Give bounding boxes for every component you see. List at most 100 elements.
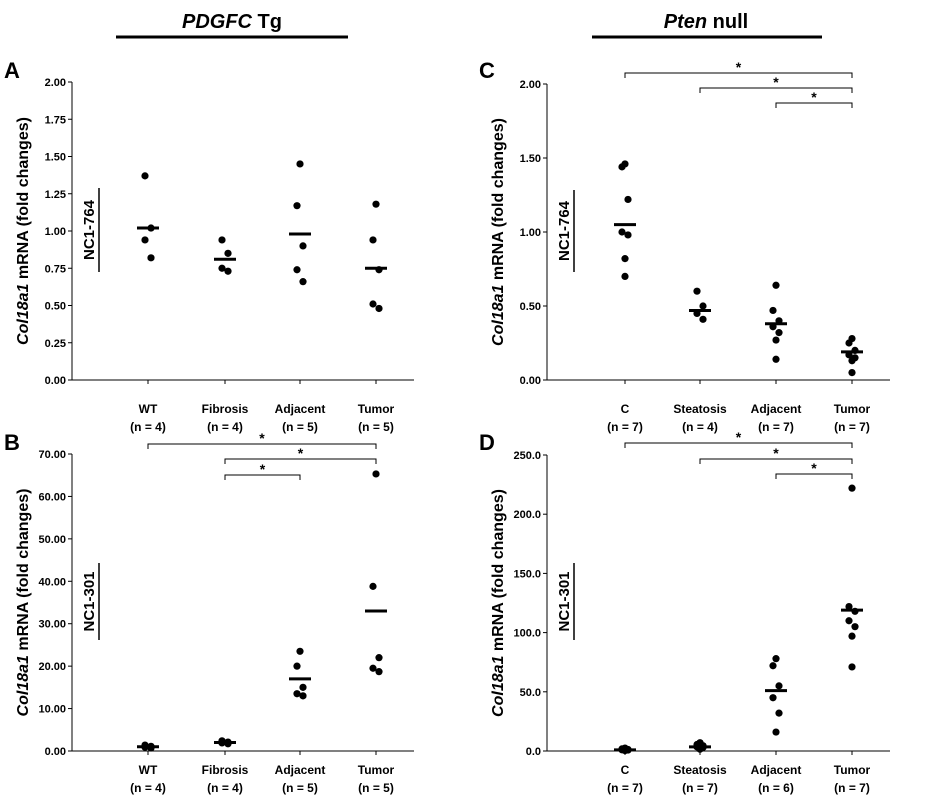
y-axis-label-rest: mRNA (fold changes) (15, 489, 32, 656)
data-point (372, 470, 380, 478)
data-point (141, 236, 149, 244)
header-left-italic: PDGFC (182, 11, 253, 33)
category-count: (n = 4) (207, 420, 243, 434)
y-tick-label: 0.00 (45, 375, 66, 387)
category-label: Adjacent (751, 402, 802, 416)
bracket-line (699, 458, 853, 464)
bracket-line (624, 442, 853, 448)
category-label: C (621, 402, 630, 416)
significance-star: * (259, 430, 265, 446)
category-count: (n = 7) (834, 781, 870, 795)
data-point (621, 255, 629, 263)
significance-bracket: * (624, 59, 853, 78)
category-count: (n = 4) (130, 781, 166, 795)
svg-text:PDGFC Tg: PDGFC Tg (182, 11, 282, 33)
data-point (772, 655, 780, 663)
y-tick-label: 60.00 (38, 491, 66, 503)
y-tick-label: 20.00 (38, 661, 66, 673)
data-point (299, 278, 307, 286)
svg-text:Pten null: Pten null (664, 11, 748, 33)
category-count: (n = 7) (607, 420, 643, 434)
data-point (621, 272, 629, 280)
y-tick-label: 1.25 (45, 189, 66, 201)
category-count: (n = 5) (282, 420, 318, 434)
y-tick-label: 30.00 (38, 619, 66, 631)
y-axis-label-gene: Col18a1 (490, 284, 507, 345)
data-point (848, 357, 856, 365)
category-label: Adjacent (751, 763, 802, 777)
y-axis-label: Col18a1 mRNA (fold changes) (15, 489, 32, 717)
y-axis-label: Col18a1 mRNA (fold changes) (15, 117, 32, 345)
y-tick-label: 2.00 (45, 77, 66, 89)
category-label: Fibrosis (202, 402, 249, 416)
data-point (369, 582, 377, 590)
category-count: (n = 7) (607, 781, 643, 795)
data-point (769, 662, 777, 670)
y-tick-label: 1.50 (45, 152, 66, 164)
data-point (845, 617, 853, 625)
data-point (624, 195, 632, 204)
category-label: WT (139, 763, 158, 777)
data-point (296, 647, 304, 655)
significance-star: * (773, 74, 779, 90)
significance-bracket: * (224, 461, 301, 480)
data-point (293, 690, 301, 698)
y-tick-label: 1.50 (520, 153, 541, 165)
data-point (772, 336, 780, 344)
side-label: NC1-764 (556, 200, 573, 261)
data-point (369, 300, 377, 308)
y-axis-label-gene: Col18a1 (15, 283, 32, 344)
data-point (147, 254, 155, 262)
data-point (293, 202, 301, 210)
header-right: Pten null (592, 11, 822, 39)
category-label: Tumor (358, 402, 395, 416)
y-tick-label: 250.0 (513, 450, 541, 462)
y-tick-label: 40.00 (38, 576, 66, 588)
category-count: (n = 7) (682, 781, 718, 795)
data-point (775, 329, 783, 337)
data-point (375, 668, 383, 676)
category-count: (n = 6) (758, 781, 794, 795)
category-count: (n = 7) (834, 420, 870, 434)
panel-c: C Col18a1 mRNA (fold changes) NC1-764 0.00 0… (479, 58, 890, 434)
panel-letter: C (479, 58, 495, 83)
y-tick-label: 0.50 (45, 301, 66, 313)
data-point (369, 664, 377, 672)
y-axis-label-rest: mRNA (fold changes) (15, 117, 32, 284)
significance-bracket: * (624, 429, 853, 448)
significance-star: * (811, 460, 817, 476)
significance-star: * (736, 429, 742, 445)
data-point (845, 339, 853, 347)
panel-letter: A (4, 58, 20, 83)
category-label: Adjacent (275, 402, 326, 416)
data-point (693, 287, 701, 295)
bracket-line (224, 474, 301, 480)
data-point (293, 662, 301, 670)
bracket-line (224, 458, 377, 464)
data-point (375, 654, 383, 662)
data-point (369, 236, 377, 244)
y-tick-label: 0.50 (520, 301, 541, 313)
y-axis-label: Col18a1 mRNA (fold changes) (490, 489, 507, 717)
side-label: NC1-301 (556, 571, 573, 631)
panel-a: A Col18a1 mRNA (fold changes) NC1-764 0.00 0… (4, 58, 414, 434)
data-point (772, 355, 780, 363)
y-axis-label-rest: mRNA (fold changes) (490, 118, 507, 285)
category-count: (n = 5) (358, 781, 394, 795)
header-right-italic: Pten (664, 11, 707, 33)
data-point (293, 266, 301, 274)
significance-bracket: * (224, 445, 377, 464)
category-label: Tumor (358, 763, 395, 777)
y-tick-label: 0.0 (526, 746, 541, 758)
data-point (618, 163, 626, 171)
data-point (848, 369, 856, 377)
panel-letter: B (4, 430, 20, 455)
header-left-rest: Tg (252, 11, 282, 33)
significance-star: * (260, 461, 266, 477)
panel-d: D Col18a1 mRNA (fold changes) NC1-301 0.0 50… (479, 429, 890, 795)
y-tick-label: 0.00 (520, 375, 541, 387)
side-label: NC1-301 (81, 571, 98, 631)
y-tick-label: 1.75 (45, 114, 66, 126)
significance-star: * (298, 445, 304, 461)
significance-star: * (736, 59, 742, 75)
